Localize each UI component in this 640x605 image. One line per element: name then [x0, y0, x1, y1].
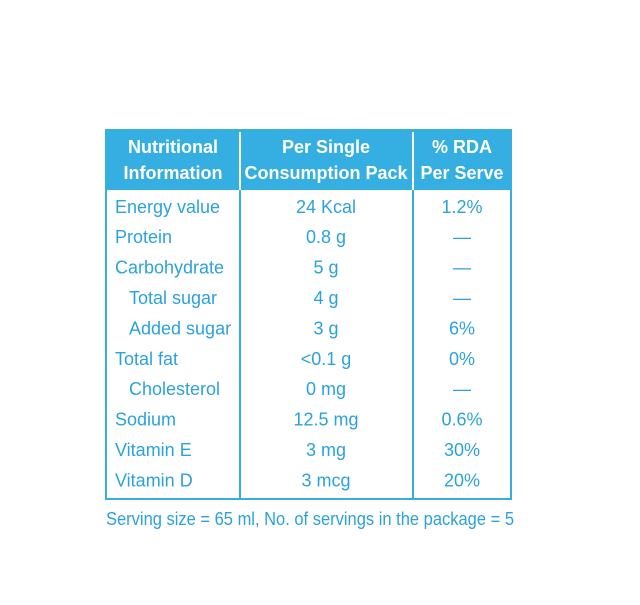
rda: — — [453, 379, 471, 399]
header-cell: % RDA — [432, 137, 492, 157]
rda: 1.2% — [441, 197, 482, 217]
rda: 6% — [449, 318, 475, 338]
footer-note: Serving size = 65 ml, No. of servings in… — [106, 509, 514, 529]
amount: 12.5 mg — [293, 410, 358, 430]
amount: 3 mg — [306, 440, 346, 460]
nutrient-name: Vitamin E — [115, 440, 192, 460]
amount: 0 mg — [306, 379, 346, 399]
header-cell: Consumption Pack — [244, 163, 408, 183]
table-border — [105, 129, 512, 500]
nutrient-name: Sodium — [115, 410, 176, 430]
rda: — — [453, 258, 471, 278]
nutrient-name: Vitamin D — [115, 470, 193, 490]
amount: 3 g — [313, 318, 338, 338]
nutrient-name: Protein — [115, 227, 172, 247]
rda: 0.6% — [441, 410, 482, 430]
header-cell: Information — [124, 163, 223, 183]
rda: 30% — [444, 440, 480, 460]
amount: 5 g — [313, 258, 338, 278]
header-cell: Per Serve — [420, 163, 503, 183]
amount: 3 mcg — [301, 470, 350, 490]
nutrient-name: Total sugar — [129, 288, 217, 308]
amount: 0.8 g — [306, 227, 346, 247]
rda: — — [453, 227, 471, 247]
amount: 4 g — [313, 288, 338, 308]
nutrient-name: Added sugar — [129, 318, 231, 338]
amount: <0.1 g — [301, 349, 352, 369]
amount: 24 Kcal — [296, 197, 356, 217]
nutrient-name: Energy value — [115, 197, 220, 217]
header-band — [106, 130, 511, 190]
rda: 0% — [449, 349, 475, 369]
header-cell: Per Single — [282, 137, 370, 157]
nutrient-name: Cholesterol — [129, 379, 220, 399]
nutrient-name: Total fat — [115, 349, 178, 369]
nutrient-name: Carbohydrate — [115, 258, 224, 278]
header-cell: Nutritional — [128, 137, 218, 157]
rda: — — [453, 288, 471, 308]
rda: 20% — [444, 470, 480, 490]
